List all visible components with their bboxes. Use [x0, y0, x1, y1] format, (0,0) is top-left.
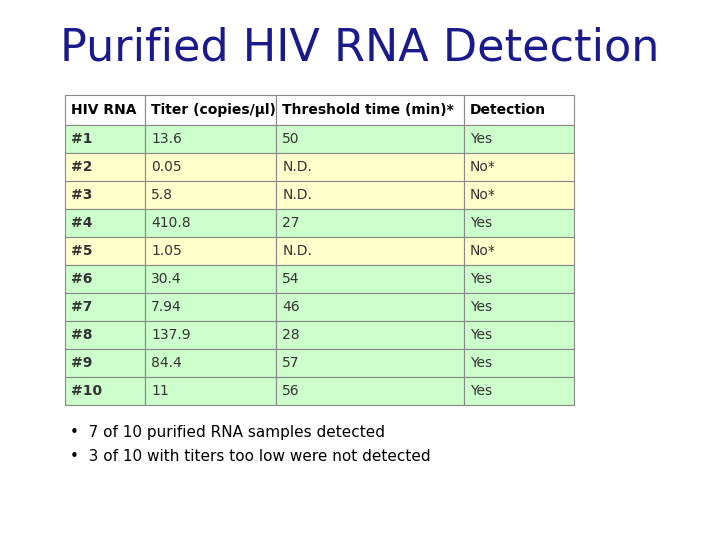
Text: #4: #4	[71, 216, 92, 230]
Bar	[65, 237, 145, 265]
Text: 137.9: 137.9	[151, 328, 191, 342]
Bar	[145, 237, 276, 265]
Text: #10: #10	[71, 384, 102, 398]
Bar	[464, 321, 574, 349]
Text: 50: 50	[282, 132, 300, 146]
Text: N.D.: N.D.	[282, 188, 312, 202]
Text: No*: No*	[469, 160, 495, 174]
Bar	[276, 265, 464, 293]
Bar	[65, 377, 145, 405]
Bar	[464, 125, 574, 153]
Text: Titer (copies/µl): Titer (copies/µl)	[151, 103, 276, 117]
Text: Yes: Yes	[469, 132, 492, 146]
Text: 7.94: 7.94	[151, 300, 182, 314]
Bar	[145, 321, 276, 349]
Text: Threshold time (min)*: Threshold time (min)*	[282, 103, 454, 117]
Bar	[464, 377, 574, 405]
Text: 410.8: 410.8	[151, 216, 191, 230]
Text: HIV RNA: HIV RNA	[71, 103, 137, 117]
Bar	[145, 125, 276, 153]
Text: No*: No*	[469, 244, 495, 258]
Bar	[464, 237, 574, 265]
Text: #8: #8	[71, 328, 92, 342]
Bar	[65, 181, 145, 209]
Bar	[145, 181, 276, 209]
Text: Yes: Yes	[469, 300, 492, 314]
Text: •  3 of 10 with titers too low were not detected: • 3 of 10 with titers too low were not d…	[70, 449, 431, 464]
Bar	[276, 125, 464, 153]
Text: Purified HIV RNA Detection: Purified HIV RNA Detection	[60, 26, 660, 70]
Text: Yes: Yes	[469, 328, 492, 342]
Bar	[464, 95, 574, 125]
Bar	[145, 293, 276, 321]
Bar	[65, 293, 145, 321]
Bar	[145, 209, 276, 237]
Text: 28: 28	[282, 328, 300, 342]
Bar	[464, 349, 574, 377]
Bar	[145, 265, 276, 293]
Bar	[65, 209, 145, 237]
Text: Yes: Yes	[469, 384, 492, 398]
Bar	[276, 321, 464, 349]
Text: #7: #7	[71, 300, 92, 314]
Bar	[276, 209, 464, 237]
Text: 46: 46	[282, 300, 300, 314]
Bar	[276, 293, 464, 321]
Text: #1: #1	[71, 132, 92, 146]
Text: #3: #3	[71, 188, 92, 202]
Text: 84.4: 84.4	[151, 356, 182, 370]
Bar	[65, 321, 145, 349]
Bar	[65, 125, 145, 153]
Text: #9: #9	[71, 356, 92, 370]
Text: 13.6: 13.6	[151, 132, 182, 146]
Bar	[145, 153, 276, 181]
Bar	[145, 95, 276, 125]
Bar	[276, 181, 464, 209]
Text: Yes: Yes	[469, 356, 492, 370]
Bar	[464, 209, 574, 237]
Text: N.D.: N.D.	[282, 160, 312, 174]
Bar	[65, 265, 145, 293]
Bar	[276, 95, 464, 125]
Bar	[145, 377, 276, 405]
Text: No*: No*	[469, 188, 495, 202]
Text: #6: #6	[71, 272, 92, 286]
Bar	[276, 153, 464, 181]
Bar	[464, 153, 574, 181]
Text: 5.8: 5.8	[151, 188, 174, 202]
Bar	[65, 95, 145, 125]
Text: 30.4: 30.4	[151, 272, 182, 286]
Bar	[276, 237, 464, 265]
Text: 56: 56	[282, 384, 300, 398]
Bar	[464, 293, 574, 321]
Bar	[145, 349, 276, 377]
Text: Yes: Yes	[469, 272, 492, 286]
Bar	[464, 265, 574, 293]
Text: 27: 27	[282, 216, 300, 230]
Text: Detection: Detection	[469, 103, 546, 117]
Bar	[464, 181, 574, 209]
Bar	[65, 153, 145, 181]
Bar	[276, 377, 464, 405]
Text: •  7 of 10 purified RNA samples detected: • 7 of 10 purified RNA samples detected	[70, 425, 385, 440]
Text: 11: 11	[151, 384, 169, 398]
Text: 0.05: 0.05	[151, 160, 182, 174]
Text: N.D.: N.D.	[282, 244, 312, 258]
Text: 54: 54	[282, 272, 300, 286]
Text: Yes: Yes	[469, 216, 492, 230]
Bar	[276, 349, 464, 377]
Text: 1.05: 1.05	[151, 244, 182, 258]
Bar	[65, 349, 145, 377]
Text: #5: #5	[71, 244, 92, 258]
Text: 57: 57	[282, 356, 300, 370]
Text: #2: #2	[71, 160, 92, 174]
